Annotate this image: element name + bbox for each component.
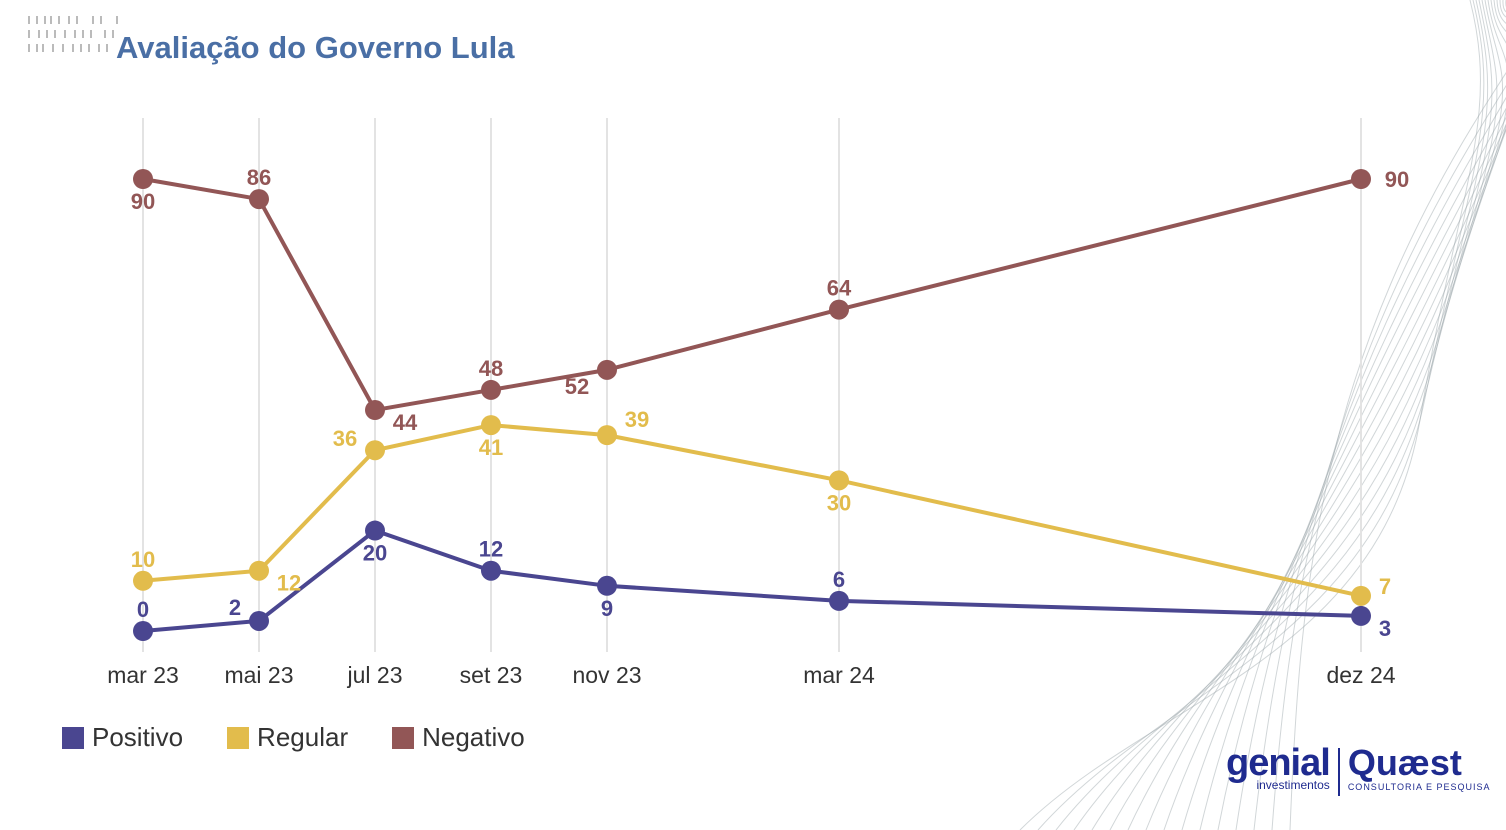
wave-line [1037,0,1485,830]
data-label-positivo: 2 [229,595,241,620]
data-label-positivo: 0 [137,597,149,622]
wave-line [1109,0,1504,830]
x-tick-label: nov 23 [572,662,641,688]
point-positivo [481,560,501,581]
wave-line [1199,0,1506,830]
x-tick-label: mar 24 [803,662,875,688]
wave-line [1073,0,1493,830]
vertical-gridlines [142,118,1362,652]
x-tick-label: set 23 [460,662,523,688]
legend-swatch-positivo [62,726,84,749]
quaest-wordmark: Quæst [1347,742,1462,783]
wave-line [1091,0,1498,830]
legend-item-positivo: Positivo [62,722,183,753]
data-labels: 0 2 20 12 9 6 3 10 12 36 41 39 30 7 90 86 44 48 52 64 90 [131,165,1409,641]
data-label-regular: 39 [625,407,649,432]
point-negativo [481,379,501,400]
point-positivo [249,610,269,631]
point-negativo [249,189,269,210]
x-tick-label: mar 23 [107,662,179,688]
wave-line [1145,0,1506,830]
point-negativo [365,400,385,421]
wave-line [1271,84,1506,830]
wave-line [1055,0,1489,830]
wave-line [1163,0,1506,830]
wave-line [1019,0,1481,830]
logo-divider [1337,748,1340,796]
series-line-negativo [142,177,1362,413]
legend-label-regular: Regular [257,722,349,752]
point-positivo [365,520,385,541]
quaest-logo: Quæst CONSULTORIA E PESQUISA [1347,742,1491,793]
point-negativo [1351,169,1371,189]
genial-subtitle: investimentos [1256,778,1330,792]
x-tick-label: dez 24 [1326,662,1395,688]
data-label-regular: 36 [333,426,357,451]
decorative-waves [1019,0,1506,830]
data-label-negativo: 64 [827,276,852,301]
point-positivo [1351,605,1371,626]
point-negativo [829,299,849,320]
point-regular [1351,585,1371,606]
data-label-positivo: 12 [479,537,503,562]
data-label-negativo: 44 [393,410,418,435]
genial-wordmark: genial [1226,742,1331,784]
chart-title: Avaliação do Governo Lula [116,30,515,65]
x-tick-label: mai 23 [224,662,293,688]
point-regular [133,570,153,591]
data-label-regular: 41 [479,435,503,460]
wave-line [1217,0,1506,830]
sponsor-logos: genial investimentos Quæst CONSULTORIA E… [1226,744,1491,796]
point-negativo [597,359,617,380]
point-positivo [829,590,849,611]
point-positivo [133,621,153,641]
genial-logo: genial investimentos [1226,742,1331,792]
wave-line [1289,71,1506,830]
legend-label-positivo: Positivo [92,722,184,752]
data-label-regular: 10 [131,547,155,572]
wave-line [1127,0,1506,830]
data-label-regular: 12 [277,571,301,596]
legend-item-negativo: Negativo [392,722,525,753]
legend-label-negativo: Negativo [422,722,525,752]
x-axis-ticks: mar 23 mai 23 jul 23 set 23 nov 23 mar 24 dez … [107,662,1396,688]
data-label-negativo: 48 [479,356,503,381]
point-positivo [597,575,617,596]
data-label-negativo: 52 [565,374,589,399]
data-label-regular: 7 [1379,574,1391,599]
legend-item-regular: Regular [227,722,348,753]
data-label-negativo: 90 [1385,167,1409,192]
data-label-positivo: 20 [363,541,387,566]
decorative-bars-icon [28,16,118,52]
chart-series [133,169,1371,641]
data-label-positivo: 9 [601,596,613,621]
data-label-positivo: 3 [1379,616,1391,641]
x-tick-label: jul 23 [347,662,403,688]
data-label-regular: 30 [827,490,851,515]
quaest-subtitle: CONSULTORIA E PESQUISA [1347,782,1491,792]
data-label-negativo: 86 [247,165,271,190]
wave-line [1181,0,1506,830]
point-regular [481,415,501,436]
series-line-positivo [142,528,1362,633]
wave-line [1253,96,1506,830]
wave-line [1235,0,1506,830]
legend-swatch-negativo [392,726,415,749]
data-label-negativo: 90 [131,189,155,214]
point-regular [829,470,849,491]
point-regular [249,560,269,581]
point-regular [597,425,617,446]
chart-legend: Positivo Regular Negativo [62,722,525,753]
point-negativo [133,169,153,189]
legend-swatch-regular [227,726,250,749]
data-label-positivo: 6 [833,567,845,592]
point-regular [365,440,385,461]
